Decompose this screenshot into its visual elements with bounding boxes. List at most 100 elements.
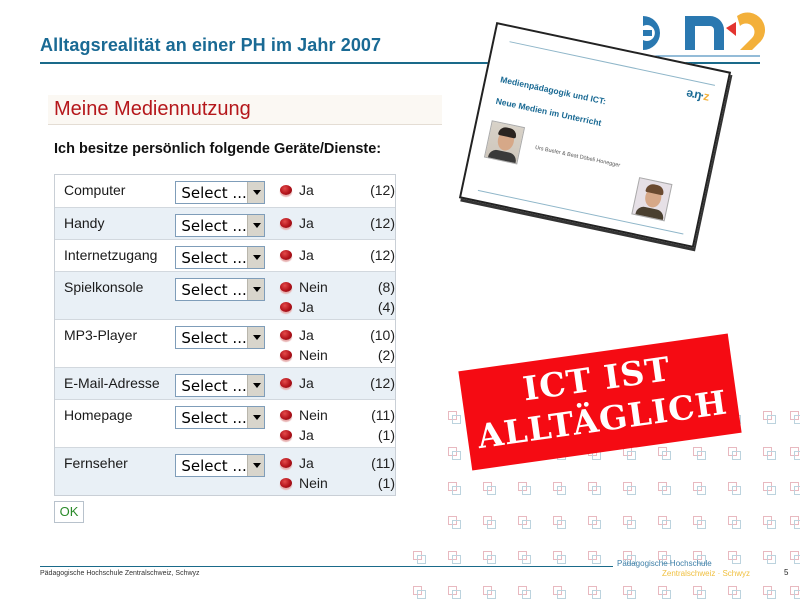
pattern-squares-icon xyxy=(790,516,800,529)
dropdown-arrow-icon[interactable] xyxy=(247,279,265,300)
pattern-squares-icon xyxy=(728,516,741,529)
dropdown-arrow-icon[interactable] xyxy=(247,247,265,268)
answer-count: (4) xyxy=(377,299,395,315)
answer-item: Ja (12) xyxy=(280,213,395,233)
pattern-squares-icon xyxy=(623,586,636,599)
slide-title: Alltagsrealität an einer PH im Jahr 2007 xyxy=(40,35,382,55)
pattern-squares-icon xyxy=(693,586,706,599)
pattern-squares-icon xyxy=(728,447,741,460)
pattern-squares-icon xyxy=(763,411,776,424)
select-value: Select ... xyxy=(181,457,247,475)
pattern-squares-icon xyxy=(790,482,800,495)
pattern-squares-icon xyxy=(763,551,776,564)
footer-divider xyxy=(40,566,613,567)
pattern-squares-icon xyxy=(518,482,531,495)
survey-row-spielkonsole: Spielkonsole Select ... Nein (8) Ja (4) xyxy=(55,271,395,319)
row-label: Fernseher xyxy=(64,455,128,471)
answer-count: (1) xyxy=(377,475,395,491)
pattern-squares-icon xyxy=(413,586,426,599)
answer-item: Ja (12) xyxy=(280,245,395,265)
survey-row-handy: Handy Select ... Ja (12) xyxy=(55,207,395,239)
answer-count: (10) xyxy=(370,327,395,343)
question-heading: Ich besitze persönlich folgende Geräte/D… xyxy=(54,141,382,157)
bullet-dot-icon xyxy=(280,282,292,292)
pattern-squares-icon xyxy=(658,516,671,529)
answer-label: Nein xyxy=(299,475,328,491)
answer-item: Ja (11) xyxy=(280,453,395,473)
answer-label: Ja xyxy=(299,182,314,198)
answer-item: Ja (12) xyxy=(280,180,395,200)
pattern-squares-icon xyxy=(588,482,601,495)
phz-logo-icon xyxy=(640,12,765,57)
pattern-squares-icon xyxy=(553,551,566,564)
computer-select[interactable]: Select ... xyxy=(175,181,266,204)
pattern-squares-icon xyxy=(658,482,671,495)
answer-count: (12) xyxy=(370,215,395,231)
internetzugang-select[interactable]: Select ... xyxy=(175,246,266,269)
dropdown-arrow-icon[interactable] xyxy=(247,407,265,428)
bullet-dot-icon xyxy=(280,378,292,388)
answer-label: Ja xyxy=(299,299,314,315)
answer-count: (11) xyxy=(371,455,395,471)
answer-label: Ja xyxy=(299,455,314,471)
survey-row-fernseher: Fernseher Select ... Ja (11) Nein (1) xyxy=(55,447,395,495)
footer-brand-line2: Zentralschweiz · Schwyz xyxy=(662,569,751,578)
pattern-squares-icon xyxy=(483,551,496,564)
select-value: Select ... xyxy=(181,217,247,235)
dropdown-arrow-icon[interactable] xyxy=(247,327,265,348)
ict-stamp: ICT IST ALLTÄGLICH xyxy=(458,333,742,471)
answer-item: Nein (1) xyxy=(280,473,395,493)
row-label: E-Mail-Adresse xyxy=(64,375,160,391)
pattern-squares-icon xyxy=(790,586,800,599)
answer-label: Nein xyxy=(299,279,328,295)
answer-label: Ja xyxy=(299,247,314,263)
ok-button[interactable]: OK xyxy=(54,501,84,523)
pattern-squares-icon xyxy=(588,551,601,564)
pattern-squares-icon xyxy=(790,551,800,564)
mp3-player-select[interactable]: Select ... xyxy=(175,326,266,349)
pattern-squares-icon xyxy=(448,447,461,460)
pattern-squares-icon xyxy=(693,482,706,495)
fernseher-select[interactable]: Select ... xyxy=(175,454,266,477)
answer-count: (12) xyxy=(370,375,395,391)
pattern-squares-icon xyxy=(518,586,531,599)
answer-item: Ja (1) xyxy=(280,425,395,445)
device-survey-table: Computer Select ... Ja (12) Handy Select … xyxy=(54,174,396,496)
footer-brand-line1: Pädagogische Hochschule xyxy=(617,559,712,568)
dropdown-arrow-icon[interactable] xyxy=(247,375,265,396)
pattern-squares-icon xyxy=(553,586,566,599)
pattern-squares-icon xyxy=(790,447,800,460)
pattern-squares-icon xyxy=(763,586,776,599)
answer-count: (1) xyxy=(377,427,395,443)
handy-select[interactable]: Select ... xyxy=(175,214,266,237)
row-label: Spielkonsole xyxy=(64,279,144,295)
pattern-squares-icon xyxy=(658,447,671,460)
pattern-squares-icon xyxy=(448,551,461,564)
bullet-dot-icon xyxy=(280,218,292,228)
bullet-dot-icon xyxy=(280,458,292,468)
pattern-squares-icon xyxy=(763,516,776,529)
author-photo-2 xyxy=(631,177,673,222)
pattern-squares-icon xyxy=(728,586,741,599)
dropdown-arrow-icon[interactable] xyxy=(247,182,265,203)
bullet-dot-icon xyxy=(280,330,292,340)
dropdown-arrow-icon[interactable] xyxy=(247,215,265,236)
select-value: Select ... xyxy=(181,184,247,202)
answer-label: Ja xyxy=(299,215,314,231)
bullet-dot-icon xyxy=(280,410,292,420)
bullet-dot-icon xyxy=(280,430,292,440)
pattern-squares-icon xyxy=(623,516,636,529)
bullet-dot-icon xyxy=(280,350,292,360)
homepage-select[interactable]: Select ... xyxy=(175,406,266,429)
inset-authors: Urs Bueler & Beat Döbeli Honegger xyxy=(534,144,621,169)
row-label: Homepage xyxy=(64,407,133,423)
answer-item: Ja (12) xyxy=(280,373,395,393)
survey-row-homepage: Homepage Select ... Nein (11) Ja (1) xyxy=(55,399,395,447)
spielkonsole-select[interactable]: Select ... xyxy=(175,278,266,301)
dropdown-arrow-icon[interactable] xyxy=(247,455,265,476)
pattern-squares-icon xyxy=(518,516,531,529)
answer-label: Nein xyxy=(299,347,328,363)
email-adresse-select[interactable]: Select ... xyxy=(175,374,266,397)
row-label: Computer xyxy=(64,182,126,198)
pattern-squares-icon xyxy=(448,482,461,495)
